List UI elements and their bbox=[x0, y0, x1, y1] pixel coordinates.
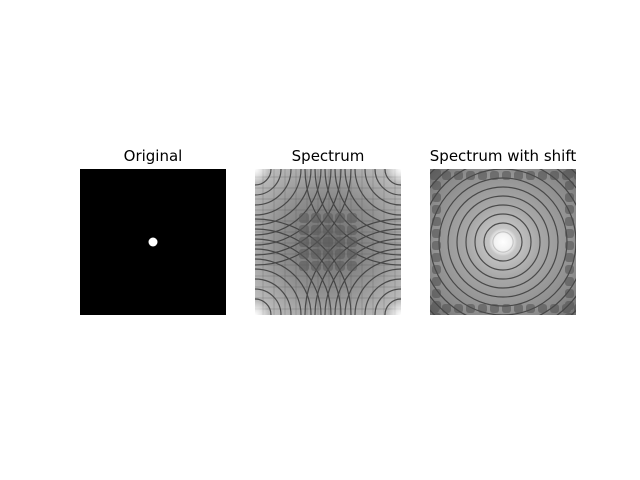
original-title: Original bbox=[123, 147, 183, 165]
shifted-spectrum-image bbox=[430, 169, 576, 315]
original-image bbox=[80, 169, 226, 315]
spectrum-title: Spectrum bbox=[291, 147, 365, 165]
shifted-spectrum-title: Spectrum with shift bbox=[429, 147, 577, 165]
spectrum-image bbox=[255, 169, 401, 315]
white-dot bbox=[148, 237, 158, 247]
